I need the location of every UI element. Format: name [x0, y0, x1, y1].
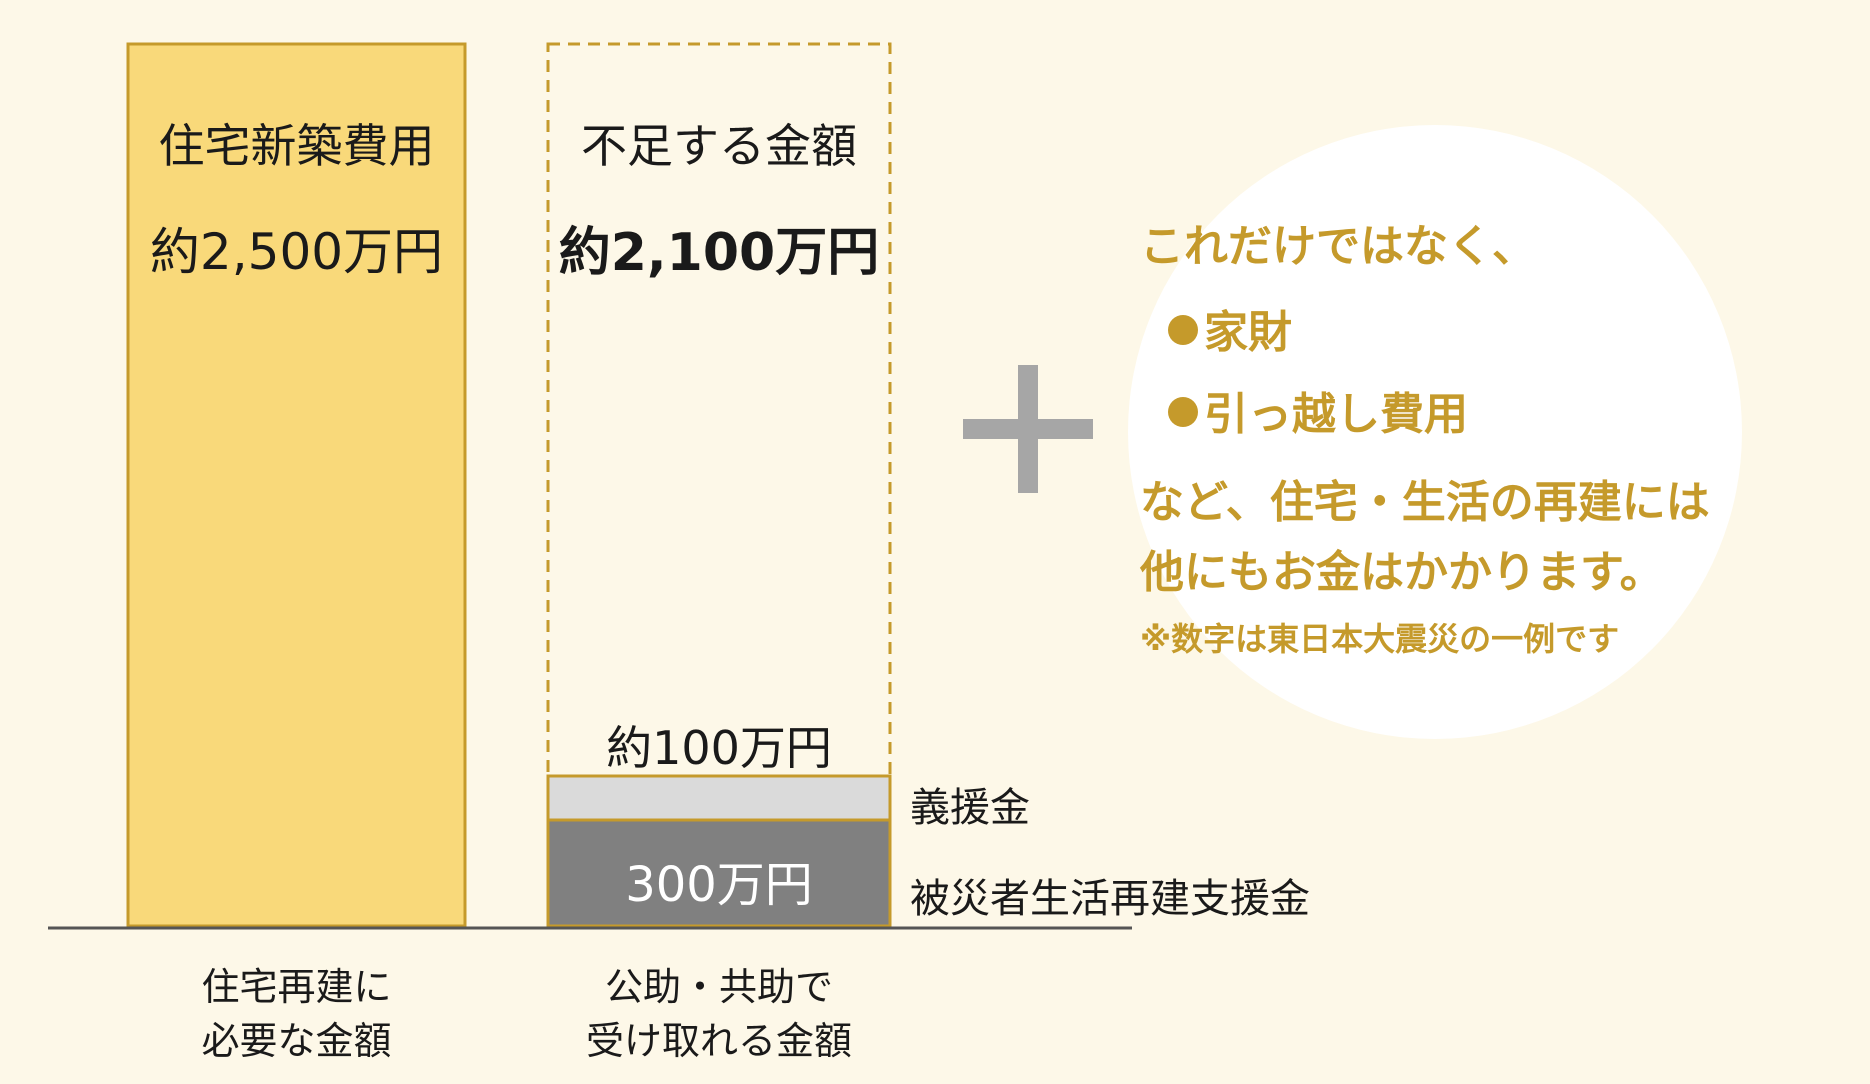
note-line2: など、住宅・生活の再建には: [1140, 477, 1710, 528]
note-item2-text: 引っ越し費用: [1204, 389, 1468, 440]
bullet-icon: [1168, 397, 1198, 427]
note-line1: これだけではなく、: [1140, 221, 1536, 272]
bar2-segment-3: [546, 42, 892, 778]
bar1-category-line1: 住宅再建に: [201, 965, 392, 1009]
gien-name: 義援金: [910, 785, 1030, 831]
note-line3: 他にもお金はかかります。: [1140, 547, 1664, 598]
bar1-title: 住宅新築費用: [158, 119, 435, 173]
shien-name: 被災者生活再建支援金: [910, 876, 1310, 922]
bullet-icon: [1168, 315, 1198, 345]
note-item2: 引っ越し費用: [1168, 378, 1468, 442]
note-item1: 家財: [1168, 296, 1292, 360]
note-footnote: ※数字は東日本大震災の一例です: [1140, 620, 1620, 658]
gien-value-label: 約100万円: [606, 721, 832, 775]
bar2-category-line2: 受け取れる金額: [585, 1019, 852, 1063]
bar2-title: 不足する金額: [581, 119, 857, 173]
bar2-value: 約2,100万円: [558, 223, 880, 283]
bar2-category-line1: 公助・共助で: [604, 965, 833, 1009]
shien-value-label: 300万円: [625, 857, 813, 913]
chart-bars: [126, 42, 892, 928]
bar1-segment-1: [126, 42, 467, 928]
bar1-category-line2: 必要な金額: [201, 1019, 392, 1063]
plus-icon: [963, 365, 1093, 493]
note-circle: [1128, 125, 1742, 739]
bar2-segment-1: [546, 818, 892, 928]
note-item1-text: 家財: [1204, 307, 1292, 358]
bar2-segment-2: [546, 774, 892, 822]
bar1-value: 約2,500万円: [149, 223, 444, 281]
